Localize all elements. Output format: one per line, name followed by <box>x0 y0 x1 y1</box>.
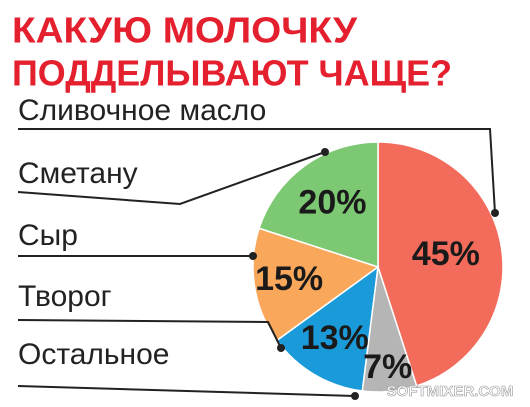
legend-label: Творог <box>18 280 112 313</box>
watermark: SOFTMIXER.COM <box>387 383 514 400</box>
leader-line <box>17 151 326 206</box>
leader-dot <box>277 344 285 352</box>
leader-line <box>18 128 496 214</box>
leader-dot <box>321 148 329 156</box>
legend-label: Сыр <box>18 219 78 252</box>
chart-title: ПОДДЕЛЫВАЮТ ЧАЩЕ? <box>12 53 452 94</box>
data-label: 7% <box>363 348 412 386</box>
pie-slice <box>377 141 504 387</box>
data-label: 45% <box>412 235 480 273</box>
leader-line <box>17 319 282 349</box>
leader-dot <box>249 252 257 260</box>
pie-slice <box>252 227 380 342</box>
leader-dot <box>491 209 499 217</box>
leader-dot <box>351 392 359 400</box>
data-label: 13% <box>301 319 369 357</box>
legend-label: Сливочное масло <box>18 94 266 127</box>
data-label: 15% <box>255 260 323 298</box>
chart-title: КАКУЮ МОЛОЧКУ <box>12 10 358 51</box>
pie-slice <box>258 141 379 269</box>
legend-label: Остальное <box>18 338 170 371</box>
pie <box>252 141 504 393</box>
legend-label: Сметану <box>18 157 138 190</box>
data-label: 20% <box>298 183 366 221</box>
leader-line <box>17 385 356 397</box>
pie-slice <box>361 266 418 393</box>
